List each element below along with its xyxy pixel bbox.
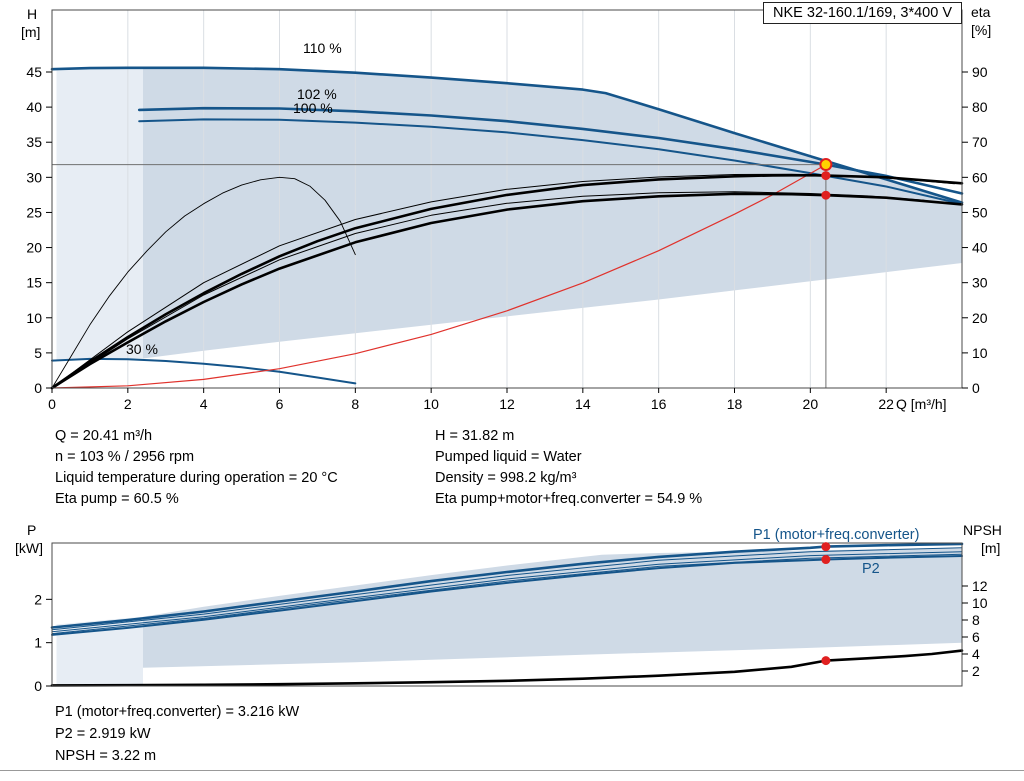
svg-text:6: 6 bbox=[972, 629, 980, 645]
svg-text:2: 2 bbox=[34, 591, 42, 607]
result-npsh-line: NPSH = 3.22 m bbox=[55, 748, 157, 764]
svg-text:12: 12 bbox=[499, 396, 515, 412]
eta-pump bbox=[50, 173, 964, 390]
npsh-axis-title: NPSH bbox=[963, 522, 1002, 538]
svg-text:12: 12 bbox=[972, 578, 988, 594]
svg-text:30: 30 bbox=[972, 275, 988, 291]
duty-h-line: H = 31.82 m bbox=[435, 428, 515, 444]
svg-text:10: 10 bbox=[423, 396, 439, 412]
q-axis-title: Q [m³/h] bbox=[896, 396, 947, 412]
duty-density-line: Density = 998.2 kg/m³ bbox=[435, 470, 577, 486]
svg-text:2: 2 bbox=[124, 396, 132, 412]
eta-axis-unit: [%] bbox=[971, 22, 992, 38]
svg-text:10: 10 bbox=[26, 310, 42, 326]
power-thin-3 bbox=[51, 553, 963, 635]
svg-text:20: 20 bbox=[972, 310, 988, 326]
duty-eta-line: Eta pump = 60.5 % bbox=[55, 491, 179, 507]
power-thin-2 bbox=[51, 551, 963, 633]
duty-data-right: H = 31.82 m Pumped liquid = Water Densit… bbox=[435, 426, 702, 510]
power-envelope-main bbox=[143, 548, 962, 668]
duty-n-line: n = 103 % / 2956 rpm bbox=[55, 449, 195, 465]
p1-point bbox=[821, 542, 831, 552]
curve-label-p2: P2 bbox=[862, 561, 880, 577]
eta-30pct bbox=[51, 176, 356, 389]
svg-text:14: 14 bbox=[575, 396, 591, 412]
eta-total bbox=[50, 192, 964, 390]
svg-text:4: 4 bbox=[200, 396, 208, 412]
eta-pump-point bbox=[821, 171, 831, 181]
curve-npsh bbox=[50, 649, 964, 687]
svg-text:1: 1 bbox=[34, 635, 42, 651]
p-axis-title: P bbox=[27, 522, 37, 538]
duty-point bbox=[819, 158, 833, 172]
svg-text:0: 0 bbox=[48, 396, 56, 412]
pump-model-title: NKE 32-160.1/169, 3*400 V bbox=[763, 2, 962, 24]
svg-text:8: 8 bbox=[351, 396, 359, 412]
duty-q-line: Q = 20.41 m³/h bbox=[55, 428, 153, 444]
p2-point bbox=[821, 555, 831, 565]
npsh-axis-unit: [m] bbox=[981, 540, 1001, 556]
svg-text:18: 18 bbox=[727, 396, 743, 412]
svg-text:2: 2 bbox=[972, 663, 980, 679]
curve-label-102pct: 102 % bbox=[297, 86, 337, 102]
svg-text:8: 8 bbox=[972, 612, 980, 628]
svg-text:4: 4 bbox=[972, 646, 980, 662]
svg-text:50: 50 bbox=[972, 204, 988, 220]
svg-text:15: 15 bbox=[26, 275, 42, 291]
duty-eta-tot-line: Eta pump+motor+freq.converter = 54.9 % bbox=[435, 491, 703, 507]
h-axis-unit: [m] bbox=[21, 24, 41, 40]
svg-text:0: 0 bbox=[34, 380, 42, 396]
curve-label-100pct: 100 % bbox=[293, 100, 333, 116]
duty-liquid-line: Pumped liquid = Water bbox=[435, 449, 582, 465]
svg-text:10: 10 bbox=[972, 345, 988, 361]
power-thin-1 bbox=[51, 547, 963, 631]
eta-total-point bbox=[821, 190, 831, 200]
head-capacity-chart: 0 2 4 6 8 10 12 14 16 18 20 22 0 5 10 15 20 25 30 35 40 45 0 10… bbox=[26, 9, 988, 412]
footer-divider bbox=[0, 770, 1024, 771]
svg-text:35: 35 bbox=[26, 134, 42, 150]
svg-text:6: 6 bbox=[276, 396, 284, 412]
curve-label-110pct: 110 % bbox=[303, 40, 342, 56]
svg-text:22: 22 bbox=[878, 396, 894, 412]
svg-text:0: 0 bbox=[34, 678, 42, 694]
svg-text:20: 20 bbox=[26, 240, 42, 256]
curve-label-30pct: 30 % bbox=[126, 341, 158, 357]
p-axis-unit: [kW] bbox=[15, 540, 43, 556]
result-p2-line: P2 = 2.919 kW bbox=[55, 726, 151, 742]
svg-text:16: 16 bbox=[651, 396, 667, 412]
curve-label-p1: P1 (motor+freq.converter) bbox=[753, 527, 920, 543]
svg-text:10: 10 bbox=[972, 595, 988, 611]
duty-data-left: Q = 20.41 m³/h n = 103 % / 2956 rpm Liqu… bbox=[55, 426, 338, 510]
envelope-light bbox=[56, 67, 143, 360]
svg-text:5: 5 bbox=[34, 345, 42, 361]
envelope-main bbox=[143, 67, 962, 359]
svg-text:40: 40 bbox=[26, 99, 42, 115]
svg-text:40: 40 bbox=[972, 240, 988, 256]
svg-text:90: 90 bbox=[972, 64, 988, 80]
svg-text:45: 45 bbox=[26, 64, 42, 80]
svg-text:60: 60 bbox=[972, 169, 988, 185]
svg-text:25: 25 bbox=[26, 204, 42, 220]
npsh-point bbox=[821, 656, 831, 666]
result-p1-line: P1 (motor+freq.converter) = 3.216 kW bbox=[55, 704, 300, 720]
results-block: P1 (motor+freq.converter) = 3.216 kW P2 … bbox=[55, 701, 299, 767]
curve-30pct bbox=[51, 357, 357, 385]
svg-text:80: 80 bbox=[972, 99, 988, 115]
eta-axis-title: eta bbox=[971, 4, 991, 20]
curve-110pct bbox=[50, 66, 964, 204]
svg-text:30: 30 bbox=[26, 169, 42, 185]
power-envelope-light bbox=[56, 616, 143, 686]
svg-text:70: 70 bbox=[972, 134, 988, 150]
h-axis-title: H bbox=[27, 6, 38, 22]
duty-temp-line: Liquid temperature during operation = 20… bbox=[55, 470, 338, 486]
svg-text:20: 20 bbox=[803, 396, 819, 412]
svg-text:0: 0 bbox=[972, 380, 980, 396]
